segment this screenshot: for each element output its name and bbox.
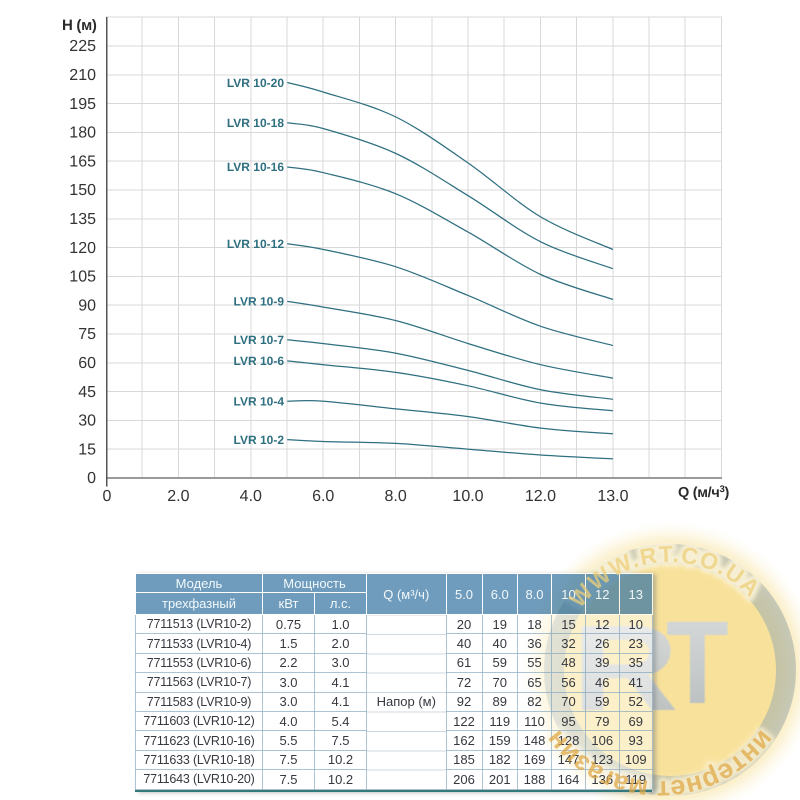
svg-text:30: 30	[78, 413, 96, 430]
svg-text:12.0: 12.0	[525, 488, 556, 505]
svg-text:LVR 10-2: LVR 10-2	[234, 433, 285, 447]
svg-text:LVR 10-18: LVR 10-18	[227, 116, 284, 130]
svg-text:165: 165	[69, 153, 96, 170]
svg-text:LVR 10-6: LVR 10-6	[234, 354, 285, 368]
svg-text:6.0: 6.0	[312, 488, 334, 505]
svg-text:105: 105	[69, 269, 96, 286]
svg-text:0: 0	[103, 488, 112, 505]
svg-text:LVR 10-4: LVR 10-4	[234, 395, 285, 409]
svg-text:45: 45	[78, 384, 96, 401]
svg-text:LVR 10-20: LVR 10-20	[227, 76, 284, 90]
svg-text:LVR 10-7: LVR 10-7	[234, 333, 285, 347]
svg-text:195: 195	[69, 96, 96, 113]
svg-text:210: 210	[69, 67, 96, 84]
svg-text:T: T	[666, 597, 729, 729]
svg-text:225: 225	[69, 38, 96, 55]
svg-text:10.0: 10.0	[452, 488, 483, 505]
svg-text:8.0: 8.0	[384, 488, 406, 505]
svg-text:60: 60	[78, 355, 96, 372]
svg-text:Q (м/ч3): Q (м/ч3)	[678, 484, 730, 501]
svg-text:15: 15	[78, 442, 96, 459]
svg-text:Н (м): Н (м)	[62, 17, 97, 34]
svg-text:180: 180	[69, 125, 96, 142]
svg-text:135: 135	[69, 211, 96, 228]
svg-text:120: 120	[69, 240, 96, 257]
svg-text:13.0: 13.0	[597, 488, 628, 505]
svg-text:LVR 10-12: LVR 10-12	[227, 237, 284, 251]
svg-text:150: 150	[69, 182, 96, 199]
svg-text:0: 0	[87, 470, 96, 487]
svg-text:2.0: 2.0	[167, 488, 189, 505]
svg-text:LVR 10-16: LVR 10-16	[227, 160, 284, 174]
svg-text:4.0: 4.0	[240, 488, 262, 505]
svg-text:LVR 10-9: LVR 10-9	[234, 295, 285, 309]
svg-text:90: 90	[78, 297, 96, 314]
svg-text:75: 75	[78, 326, 96, 343]
